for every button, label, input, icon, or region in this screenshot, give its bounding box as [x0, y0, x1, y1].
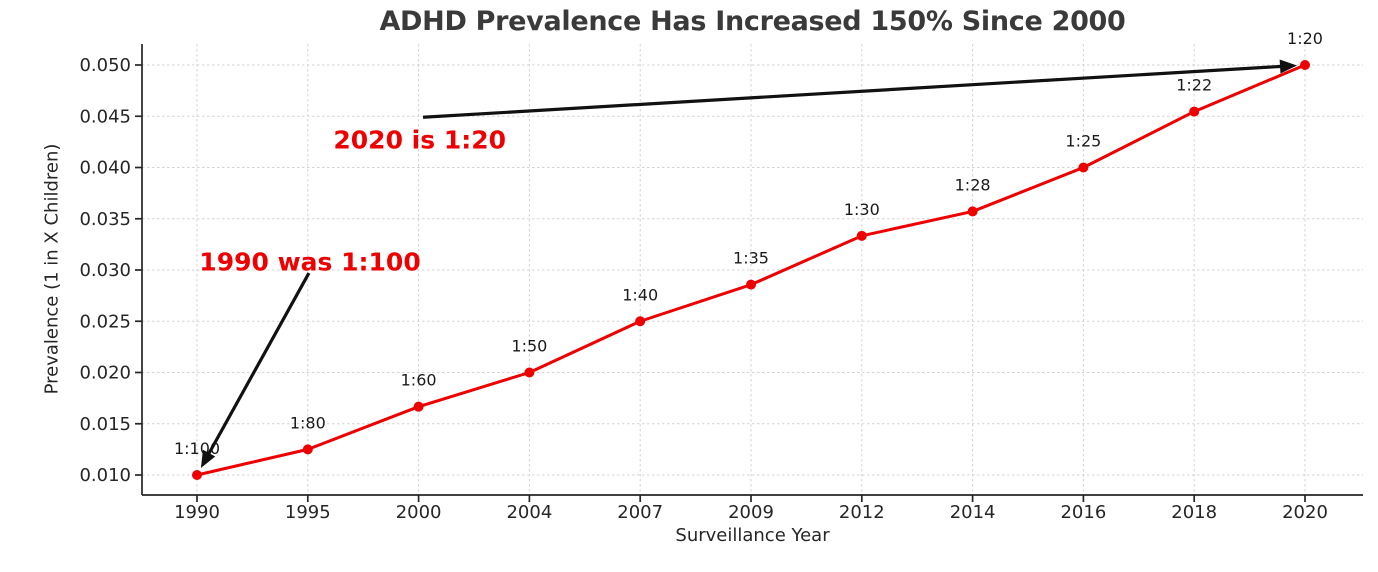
data-point-marker [856, 230, 867, 241]
y-tick-label: 0.010 [79, 465, 131, 486]
x-tick-label: 2000 [396, 502, 442, 523]
data-point-marker [635, 316, 646, 327]
data-point-marker [746, 279, 756, 290]
data-point-label: 1:80 [290, 413, 326, 432]
x-tick-label: 1995 [285, 502, 331, 523]
y-tick-label: 0.045 [79, 106, 131, 127]
annotation-arrowhead [1279, 59, 1298, 74]
y-tick-label: 0.040 [79, 158, 131, 179]
y-tick-label: 0.050 [79, 55, 131, 76]
data-point-marker [1078, 162, 1089, 173]
data-point-marker [192, 470, 202, 480]
annotation-arrowhead [200, 449, 216, 469]
y-tick-label: 0.015 [79, 414, 131, 435]
data-point-marker [1300, 60, 1310, 70]
y-tick-label: 0.020 [79, 363, 131, 384]
data-point-label: 1:50 [511, 337, 547, 356]
data-point-marker [1189, 106, 1200, 117]
x-axis-title: Surveillance Year [675, 525, 830, 546]
annotation-arrow [206, 272, 311, 456]
x-tick-label: 2014 [950, 502, 996, 523]
data-point-label: 1:30 [844, 200, 880, 219]
annotation-1990-was-1-100: 1990 was 1:100 [199, 247, 421, 277]
annotation-2020-is-1-20: 2020 is 1:20 [333, 125, 507, 155]
x-tick-label: 2012 [839, 502, 885, 523]
data-point-label: 1:35 [733, 249, 769, 268]
x-tick-label: 2007 [617, 502, 663, 523]
x-tick-label: 2004 [506, 502, 552, 523]
chart-title: ADHD Prevalence Has Increased 150% Since… [379, 6, 1126, 37]
data-point-marker [413, 401, 424, 412]
x-tick-label: 2016 [1060, 502, 1106, 523]
data-point-label: 1:22 [1176, 76, 1212, 95]
data-point-marker [967, 206, 978, 217]
x-tick-label: 2009 [728, 502, 774, 523]
y-tick-label: 0.025 [79, 311, 131, 332]
data-point-marker [302, 444, 313, 455]
y-tick-label: 0.035 [79, 209, 131, 230]
x-tick-label: 2020 [1282, 502, 1328, 523]
x-tick-label: 2018 [1171, 502, 1217, 523]
x-tick-label: 1990 [174, 502, 220, 523]
y-tick-label: 0.030 [79, 260, 131, 281]
data-point-marker [524, 367, 535, 378]
data-point-label: 1:28 [955, 175, 991, 194]
data-point-label: 1:25 [1065, 132, 1101, 151]
data-point-label: 1:20 [1287, 29, 1323, 48]
data-point-label: 1:60 [401, 371, 437, 390]
data-point-label: 1:40 [622, 285, 658, 304]
annotation-arrow [422, 64, 1283, 119]
